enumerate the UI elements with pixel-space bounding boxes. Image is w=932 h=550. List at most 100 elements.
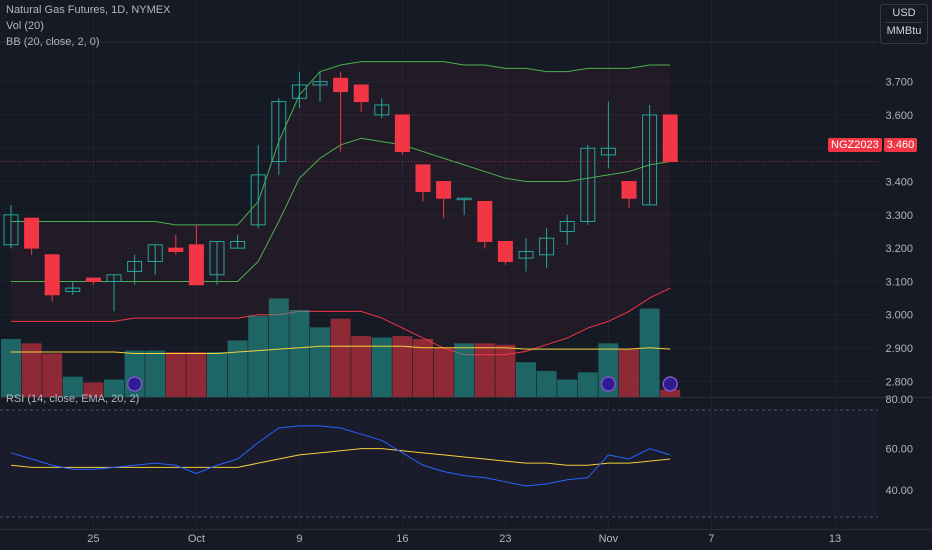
candle-body [333, 77, 349, 93]
signal-marker-icon [662, 376, 678, 392]
candle-body [230, 240, 246, 249]
candle-body [539, 237, 555, 256]
time-tick-label: 25 [87, 533, 99, 545]
volume-bar [536, 370, 557, 397]
bb-upper-line [11, 61, 671, 226]
candle-body [600, 147, 616, 156]
volume-bar [577, 372, 598, 397]
time-tick-label: 16 [396, 533, 408, 545]
price-tick-label: 3.200 [885, 243, 913, 255]
candle-body [436, 181, 452, 199]
signal-marker-icon [126, 376, 143, 392]
candle-body [456, 197, 472, 201]
volume-bar [268, 298, 289, 397]
candle-body [3, 214, 19, 246]
candle-body [250, 174, 266, 226]
candle-body [291, 84, 307, 99]
volume-bar [207, 352, 227, 397]
time-tick-label: 23 [499, 533, 511, 545]
volume-bar [289, 310, 310, 397]
volume-bar [248, 315, 269, 397]
unit-label: MMBtu [886, 25, 922, 37]
candle-body [271, 101, 287, 163]
candle-body [24, 217, 40, 249]
volume-bar [1, 339, 21, 397]
currency-unit-selector[interactable]: USD MMBtu [880, 4, 928, 44]
volume-bar [310, 327, 330, 397]
rsi-pane [10, 425, 671, 487]
signal-marker-icon [600, 376, 617, 392]
volume-bar [495, 344, 516, 397]
candle-body [127, 260, 143, 272]
candle-body [662, 114, 678, 163]
volume-bar [227, 340, 248, 397]
chart-title: Natural Gas Futures, 1D, NYMEX [6, 4, 171, 16]
volume-bar [454, 343, 475, 397]
price-tick-label: 2.800 [885, 376, 913, 388]
candle-body [394, 114, 410, 153]
volume-bar [351, 336, 372, 397]
bb-legend[interactable]: BB (20, close, 2, 0) [6, 36, 100, 48]
price-tick-label: 3.400 [885, 177, 913, 189]
price-tick-label: 3.700 [885, 77, 913, 89]
candle-body [497, 240, 513, 262]
volume-bars [1, 298, 681, 397]
candle-body [44, 254, 60, 296]
volume-bar [83, 382, 104, 397]
candle-body [559, 221, 575, 232]
volume-bar [557, 379, 578, 397]
time-tick-label: 7 [708, 533, 714, 545]
volume-bar [21, 343, 42, 397]
volume-bar [516, 362, 536, 397]
rsi-legend[interactable]: RSI (14, close, EMA, 20, 2) [6, 393, 140, 405]
price-tick-label: 2.900 [885, 343, 913, 355]
price-tick-label: 3.000 [885, 310, 913, 322]
volume-bar [371, 337, 392, 397]
volume-bar [330, 318, 351, 397]
candle-body [415, 164, 431, 193]
symbol-badge: NGZ2023 [828, 138, 882, 152]
volume-legend[interactable]: Vol (20) [6, 20, 44, 32]
bb-lower-line [11, 287, 671, 356]
time-tick-label: 9 [296, 533, 302, 545]
candle-body [168, 247, 184, 252]
unit-divider [885, 22, 923, 23]
candle-body [147, 244, 163, 262]
volume-ma-line [11, 345, 671, 354]
rsi-line [10, 425, 671, 487]
time-tick-label: Oct [188, 533, 205, 545]
volume-bar [42, 353, 63, 397]
volume-bar [145, 350, 166, 397]
rsi-tick-label: 80.00 [885, 394, 913, 406]
volume-bar [639, 308, 660, 397]
candle-body [374, 104, 390, 116]
candle-body [85, 277, 101, 282]
candle-body [106, 274, 122, 282]
volume-bar [619, 349, 639, 397]
candles [3, 71, 678, 312]
candle-body [312, 81, 328, 86]
volume-bar [62, 376, 83, 397]
time-tick-label: Nov [599, 533, 619, 545]
candle-body [188, 244, 204, 286]
volume-bar [433, 347, 454, 397]
rsi-band-fill [0, 410, 878, 517]
volume-bar [186, 352, 207, 397]
volume-bar [104, 379, 124, 397]
price-tick-label: 3.100 [885, 276, 913, 288]
candle-body [621, 181, 637, 199]
candle-body [477, 201, 493, 242]
time-tick-label: 13 [829, 533, 841, 545]
candle-body [353, 84, 369, 103]
rsi-ema-line [10, 448, 671, 468]
last-price-tag: NGZ2023 3.460 [828, 138, 918, 152]
rsi-tick-label: 40.00 [885, 485, 913, 497]
last-price-value: 3.460 [883, 138, 918, 152]
candle-body [518, 250, 534, 259]
candle-body [642, 114, 658, 206]
volume-bar [660, 389, 681, 397]
price-tick-label: 3.600 [885, 110, 913, 122]
volume-bar [474, 343, 495, 397]
volume-bar [392, 336, 413, 397]
